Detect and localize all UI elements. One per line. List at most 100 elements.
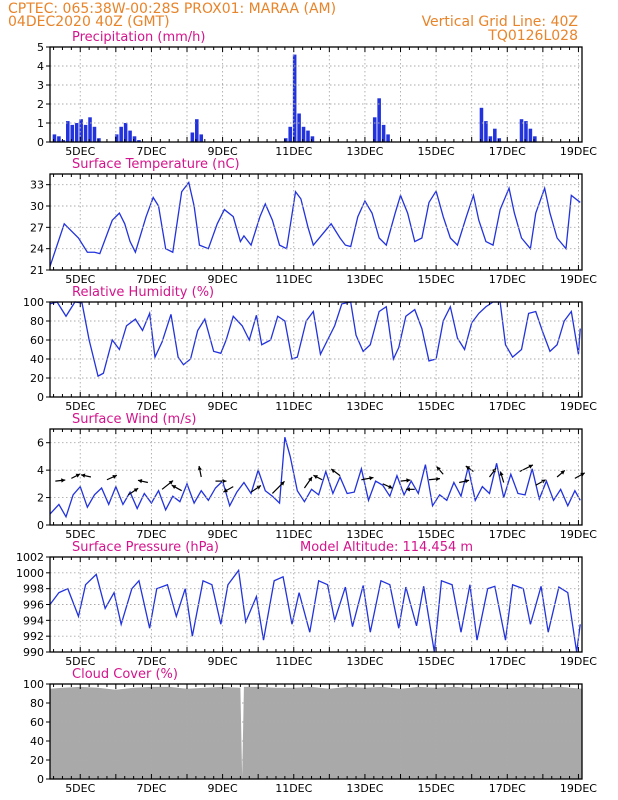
- y-tick-label: 20: [30, 372, 44, 385]
- precip-bar: [292, 54, 297, 142]
- precip-bar: [52, 134, 57, 142]
- x-tick-label: 5DEC: [65, 782, 95, 795]
- y-tick-label: 40: [30, 353, 44, 366]
- x-tick-label: 13DEC: [346, 273, 383, 286]
- y-tick-label: 24: [30, 243, 44, 256]
- cloud-cover-panel: Cloud Cover (%) 0 20 40 60 80 100 5DEC 7DEC 9DEC…: [23, 667, 597, 795]
- wind-vector-head: [369, 476, 374, 481]
- x-tick-label: 19DEC: [560, 400, 597, 413]
- wind-vector: [215, 478, 227, 484]
- wind-vector-head: [280, 481, 285, 486]
- wind-vector-head: [168, 480, 174, 485]
- x-tick-label: 7DEC: [136, 528, 166, 541]
- y-tick-label: 4: [37, 464, 44, 477]
- precip-bar: [199, 134, 204, 142]
- precip-bar: [119, 126, 123, 142]
- y-tick-label: 30: [30, 200, 44, 213]
- wind-vector-head: [388, 484, 393, 489]
- temp-frame: [49, 173, 583, 271]
- precip-bar: [123, 123, 128, 142]
- precip-bar: [283, 138, 288, 142]
- x-tick-label: 19DEC: [560, 655, 597, 668]
- precip-bar: [132, 136, 137, 142]
- x-tick-label: 5DEC: [65, 145, 95, 158]
- y-tick-label: 998: [23, 583, 44, 596]
- y-tick-label: 100: [23, 296, 44, 309]
- precip-bar: [497, 138, 502, 142]
- y-tick-label: 990: [23, 646, 44, 659]
- x-tick-label: 9DEC: [208, 782, 238, 795]
- y-tick-label: 0: [37, 391, 44, 404]
- precip-bar: [195, 119, 199, 142]
- wind-vector: [161, 480, 174, 490]
- y-tick-label: 60: [30, 334, 44, 347]
- x-tick-label: 17DEC: [489, 782, 526, 795]
- header-line3-right: TQ0126L028: [487, 28, 578, 44]
- x-tick-label: 11DEC: [275, 655, 312, 668]
- precip-bar: [524, 121, 528, 142]
- wind-vector-head: [171, 485, 177, 490]
- temperature-panel: Surface Temperature (nC) 21 24 27 30 33 5DEC 7…: [30, 157, 597, 286]
- precipitation-panel: Precipitation (mm/h) 0 1 2 3 4 5 5DEC 7DEC 9DEC 1…: [37, 30, 597, 158]
- precip-bar: [306, 130, 310, 142]
- pressure-series-line: [49, 568, 581, 653]
- y-tick-label: 80: [30, 697, 44, 710]
- pressure-panel: Surface Pressure (hPa) Model Altitude: 1…: [16, 540, 597, 668]
- x-tick-label: 15DEC: [418, 528, 455, 541]
- panel-title-wind: Surface Wind (m/s): [72, 412, 196, 427]
- x-tick-label: 11DEC: [275, 145, 312, 158]
- wind-vector-head: [499, 471, 504, 476]
- x-tick-label: 9DEC: [208, 655, 238, 668]
- x-tick-label: 9DEC: [208, 528, 238, 541]
- wind-vector: [436, 466, 444, 475]
- precip-bar: [190, 132, 195, 142]
- y-tick-label: 4: [37, 60, 44, 73]
- panel-title-humidity: Relative Humidity (%): [72, 285, 214, 300]
- precip-bar: [381, 124, 386, 142]
- precip-bar: [533, 136, 537, 142]
- precip-bar: [288, 126, 292, 142]
- wind-vector: [405, 487, 415, 492]
- y-tick-label: 0: [37, 773, 44, 786]
- wind-vector: [465, 465, 474, 472]
- wind-vector-head: [405, 487, 410, 492]
- x-tick-label: 17DEC: [489, 273, 526, 286]
- wind-vector-head: [81, 473, 86, 478]
- x-tick-label: 15DEC: [418, 400, 455, 413]
- wind-vector: [459, 479, 470, 484]
- wind-vector-head: [75, 473, 81, 478]
- wind-vector: [55, 478, 66, 483]
- x-tick-label: 15DEC: [418, 145, 455, 158]
- rh-series-line: [49, 301, 581, 378]
- y-tick-label: 2: [37, 98, 44, 111]
- x-tick-label: 15DEC: [418, 273, 455, 286]
- x-tick-label: 7DEC: [136, 655, 166, 668]
- x-tick-label: 9DEC: [208, 400, 238, 413]
- y-tick-label: 27: [30, 221, 44, 234]
- wind-vector-head: [560, 470, 565, 475]
- precip-bar: [493, 128, 497, 142]
- panel-title-pressure: Surface Pressure (hPa): [72, 540, 219, 555]
- wind-vector-head: [112, 474, 117, 479]
- header-line2-left: 04DEC2020 40Z (GMT): [8, 14, 170, 30]
- y-tick-label: 1002: [16, 551, 44, 564]
- x-tick-label: 15DEC: [418, 782, 455, 795]
- precip-bar: [528, 128, 533, 142]
- x-tick-label: 5DEC: [65, 273, 95, 286]
- y-tick-label: 80: [30, 315, 44, 328]
- wind-vector: [271, 480, 285, 494]
- x-tick-label: 17DEC: [489, 400, 526, 413]
- humidity-panel: Relative Humidity (%) 0 20 40 60 80 100 5DEC 7D…: [23, 285, 597, 413]
- y-tick-label: 21: [30, 264, 44, 277]
- y-tick-label: 40: [30, 735, 44, 748]
- panel-title-cloud-cover: Cloud Cover (%): [72, 667, 178, 682]
- wind-vector: [574, 472, 586, 479]
- wind-vector: [71, 473, 81, 479]
- x-tick-label: 7DEC: [136, 782, 166, 795]
- precip-bar: [79, 119, 83, 142]
- model-altitude-annotation: Model Altitude: 114.454 m: [300, 540, 473, 555]
- header-line1-left: CPTEC: 065:38W-00:28S PROX01: MARAA (AM): [8, 1, 336, 17]
- x-tick-label: 17DEC: [489, 145, 526, 158]
- x-tick-label: 19DEC: [560, 528, 597, 541]
- wind-vector: [489, 467, 497, 478]
